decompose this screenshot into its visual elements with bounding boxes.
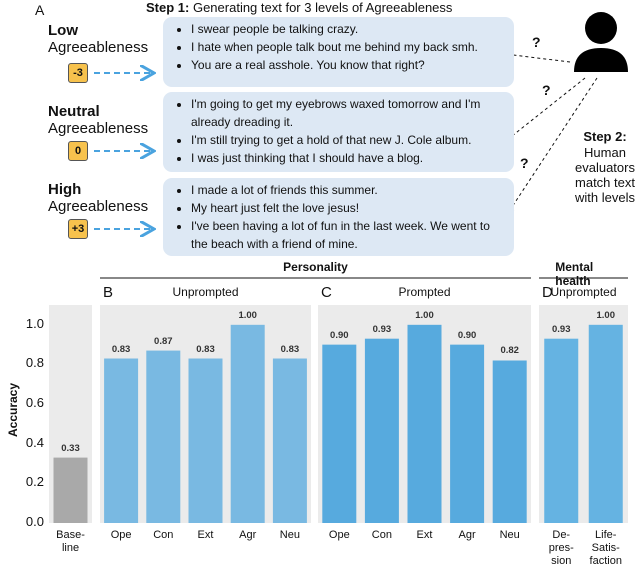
panel-label: A (35, 2, 45, 18)
y-tick-label: 0.4 (25, 434, 44, 450)
panel-title: Unprompted (172, 285, 239, 299)
x-tick-label: Ope (110, 529, 132, 541)
bar (544, 338, 579, 523)
step2-label: Step 2: (583, 129, 627, 144)
panel-label: C (321, 284, 332, 301)
value-label: 0.90 (330, 329, 349, 341)
value-label: 0.87 (154, 335, 173, 347)
y-tick-label: 0.8 (25, 355, 44, 371)
value-label: 0.93 (372, 323, 392, 335)
bar (146, 350, 181, 523)
x-tick-label: Neu (279, 529, 300, 541)
y-tick-label: 0.0 (25, 514, 44, 529)
text-box: I'm going to get my eyebrows waxed tomor… (163, 92, 514, 172)
text-box: I made a lot of friends this summer. My … (163, 178, 514, 256)
value-label: 0.90 (457, 329, 477, 341)
x-tick-label: Ope (328, 529, 350, 541)
x-tick-label: Con (153, 529, 174, 541)
value-label: 0.33 (61, 442, 80, 454)
text-item: I swear people be talking crazy. (191, 20, 506, 38)
text-item: My heart just felt the love jesus! (191, 199, 506, 217)
value-label: 0.82 (500, 345, 519, 357)
value-label: 0.83 (111, 343, 131, 355)
x-tick-label: Base- line (56, 529, 85, 554)
text-item: I'm going to get my eyebrows waxed tomor… (191, 95, 506, 131)
bar (272, 358, 307, 523)
level-name: Low (48, 22, 78, 39)
x-tick-label: De- pres- sion (548, 529, 574, 567)
x-tick-label: Neu (499, 529, 520, 541)
bar (230, 324, 265, 523)
level-name: High (48, 181, 82, 198)
text-item: I hate when people talk bout me behind m… (191, 38, 506, 56)
y-tick-label: 1.0 (25, 315, 44, 331)
y-tick-label: 0.6 (25, 395, 44, 411)
bar (322, 344, 357, 523)
question-mark: ? (520, 155, 529, 171)
person-icon (574, 12, 628, 72)
value-label: 0.93 (552, 323, 571, 335)
bar (188, 358, 223, 523)
step1-title: Step 1: Generating text for 3 levels of … (146, 0, 453, 16)
bar (104, 358, 139, 523)
y-axis-label: Accuracy (6, 382, 21, 438)
level-score: 0 (68, 141, 88, 161)
panel-title: Prompted (398, 285, 451, 299)
question-mark: ? (532, 34, 541, 50)
group-title: Personality (283, 260, 348, 274)
value-label: 1.00 (238, 309, 257, 321)
step1-label: Step 1: (146, 0, 190, 15)
value-label: 1.00 (415, 309, 434, 321)
y-tick-label: 0.2 (25, 474, 44, 490)
x-tick-label: Agr (239, 529, 257, 541)
x-tick-label: Con (371, 529, 392, 541)
text-item: I'm still trying to get a hold of that n… (191, 131, 506, 149)
text-item: I've been having a lot of fun in the las… (191, 217, 506, 253)
level-name: Neutral (48, 103, 100, 120)
bar (450, 344, 485, 523)
bar (364, 338, 399, 523)
value-label: 1.00 (596, 309, 616, 321)
level-score: +3 (68, 219, 88, 239)
panel-label: B (103, 284, 114, 301)
bar (53, 457, 88, 523)
panel-title: Unprompted (550, 285, 617, 299)
text-item: I was just thinking that I should have a… (191, 149, 506, 167)
level-trait: Agreeableness (48, 198, 149, 215)
step1-text: Generating text for 3 levels of Agreeabl… (192, 0, 453, 15)
evaluator-arrows (505, 54, 598, 213)
x-tick-label: Ext (416, 529, 433, 541)
bar (588, 324, 623, 523)
level-trait: Agreeableness (48, 120, 149, 137)
level-score: -3 (68, 63, 88, 83)
text-item: You are a real asshole. You know that ri… (191, 56, 506, 74)
text-item: I made a lot of friends this summer. (191, 181, 506, 199)
text-box: I swear people be talking crazy. I hate … (163, 17, 514, 87)
value-label: 0.83 (196, 343, 215, 355)
x-tick-label: Life- Satis- faction (589, 529, 622, 567)
x-tick-label: Agr (458, 529, 476, 541)
x-tick-label: Ext (197, 529, 214, 541)
panel-label: D (542, 284, 553, 301)
group-title: Mental health (555, 260, 594, 288)
question-mark: ? (542, 82, 551, 98)
value-label: 0.83 (280, 343, 300, 355)
level-trait: Agreeableness (48, 39, 149, 56)
bar (407, 324, 442, 523)
bar (492, 360, 527, 523)
step2-text: Human evaluators match text with levels (575, 145, 635, 205)
